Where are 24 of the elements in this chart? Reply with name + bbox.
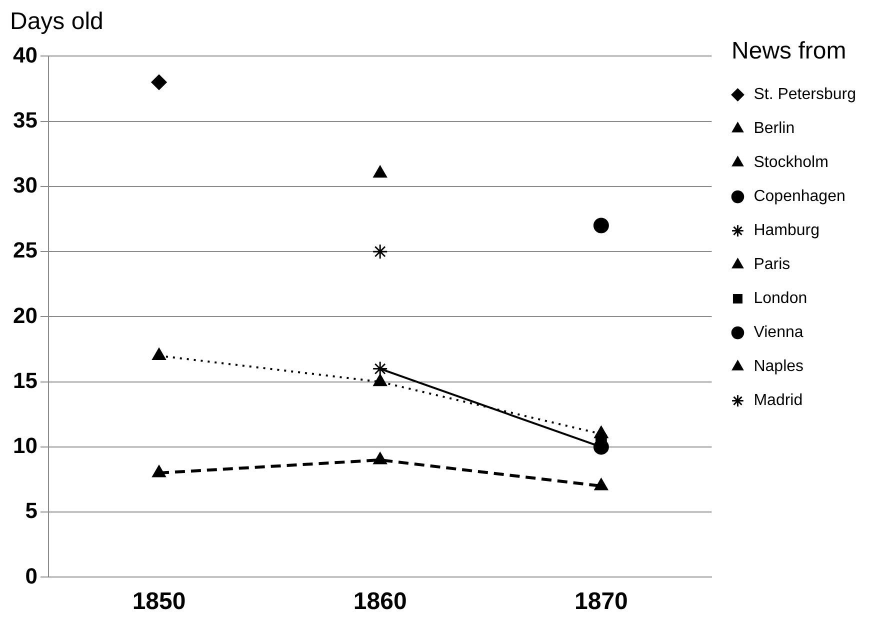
y-tick-label: 0 [25,563,38,588]
x-tick-label: 1850 [132,588,186,616]
x-tick-label: 1860 [353,588,407,616]
legend-title: News from [732,38,846,65]
legend-label: Berlin [754,120,795,138]
y-tick-label: 20 [12,302,38,328]
legend-label: Naples [754,358,804,376]
legend-label: Madrid [754,392,803,410]
y-tick-label: 30 [12,172,38,198]
y-tick-label: 10 [12,433,38,458]
legend-label: London [754,290,808,308]
y-axis-title: Days old [10,8,104,36]
y-tick-label: 15 [12,368,38,393]
legend-label: Stockholm [754,154,828,172]
y-tick-label: 35 [12,107,38,132]
y-tick-label: 5 [25,498,38,524]
legend-label: St. Petersburg [754,86,856,104]
legend-label: Copenhagen [754,188,846,206]
legend-label: Hamburg [754,222,820,240]
legend-label: Paris [754,256,790,274]
x-tick-label: 1870 [574,588,628,616]
y-tick-label: 40 [12,42,38,68]
legend-label: Vienna [754,324,804,342]
y-tick-label: 25 [12,238,38,263]
